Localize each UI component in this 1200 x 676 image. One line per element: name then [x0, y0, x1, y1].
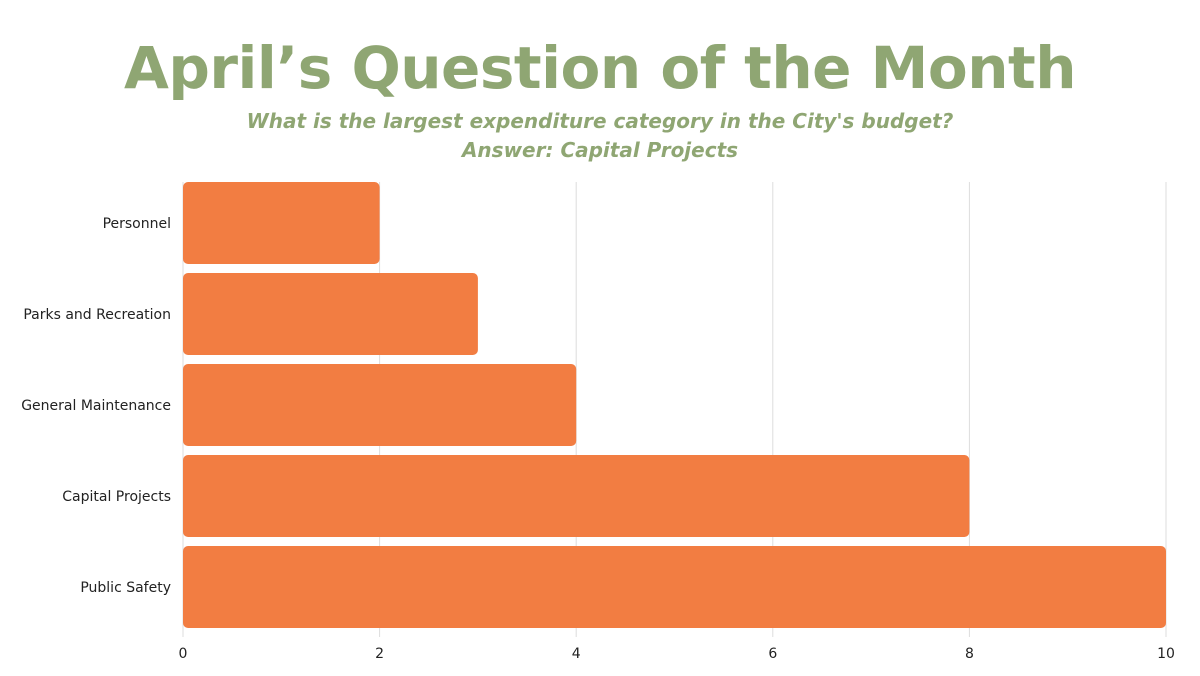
category-label: Capital Projects: [62, 489, 171, 505]
x-tick-label: 8: [965, 646, 974, 662]
bars: [183, 182, 1166, 628]
x-tick-labels: 0 2 4 6 8 10: [179, 646, 1175, 662]
bar: [183, 546, 1166, 628]
x-tick-label: 4: [572, 646, 581, 662]
x-tick-label: 2: [375, 646, 384, 662]
bar: [183, 273, 478, 355]
x-tick-label: 0: [179, 646, 188, 662]
chart-question: What is the largest expenditure category…: [246, 109, 954, 133]
bar: [183, 364, 577, 446]
category-labels: Personnel Parks and Recreation General Mai…: [21, 216, 171, 596]
category-label: General Maintenance: [21, 398, 171, 414]
category-label: Personnel: [103, 216, 171, 232]
chart-title: April’s Question of the Month: [123, 34, 1077, 102]
bar: [183, 182, 380, 264]
x-tick-label: 10: [1157, 646, 1175, 662]
category-label: Parks and Recreation: [23, 307, 171, 323]
x-tick-label: 6: [768, 646, 777, 662]
chart-answer: Answer: Capital Projects: [461, 138, 739, 162]
bar: [183, 455, 970, 537]
category-label: Public Safety: [80, 580, 171, 596]
